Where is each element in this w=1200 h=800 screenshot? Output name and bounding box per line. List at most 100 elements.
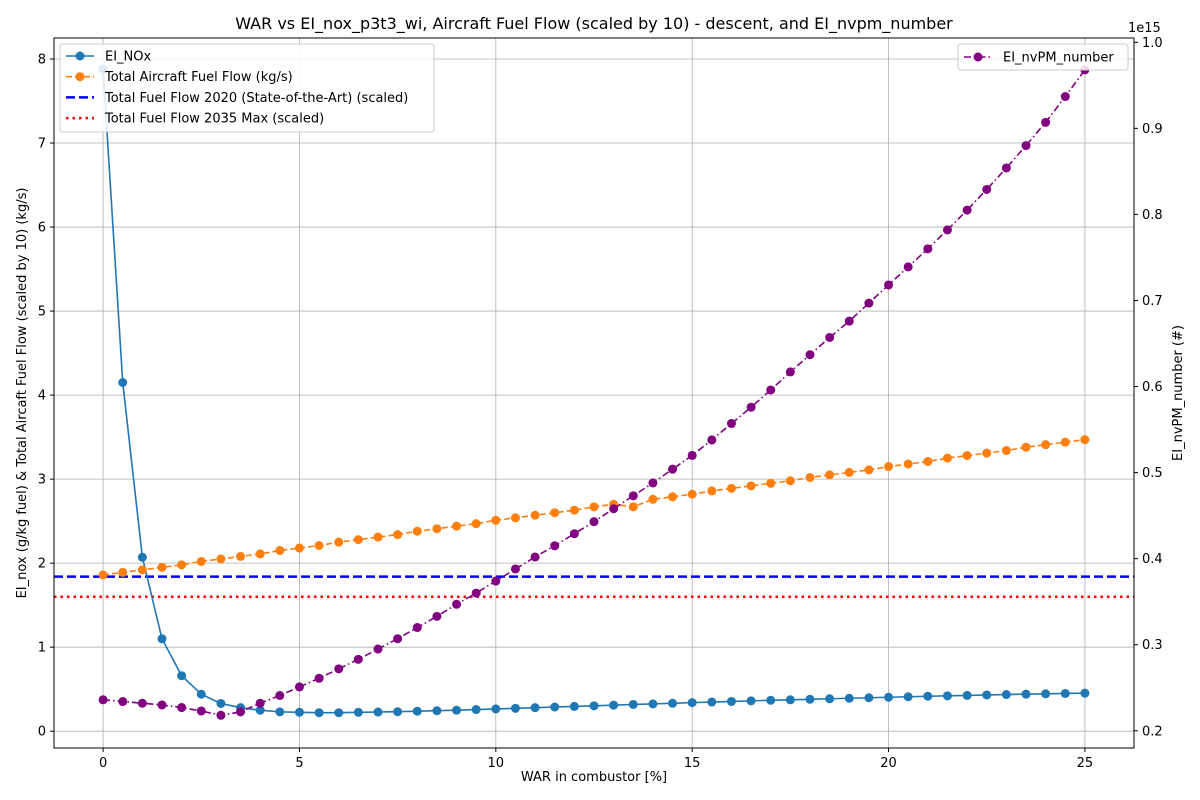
data-point (1021, 442, 1031, 452)
data-point (1041, 117, 1051, 127)
legend-left-box (59, 43, 435, 133)
data-point (412, 623, 422, 633)
y-right-tick-label: 0.6 (1142, 380, 1163, 395)
data-point (589, 502, 599, 512)
data-point (196, 556, 206, 566)
x-tick-label: 15 (684, 756, 701, 771)
data-point (118, 377, 128, 387)
data-point (373, 707, 383, 717)
data-point (373, 532, 383, 542)
data-point (255, 705, 265, 715)
legend-right: EI_nvPM_number (957, 43, 1129, 71)
plot-frame (53, 37, 1135, 749)
data-point (452, 521, 462, 531)
legend-right-box (957, 43, 1129, 71)
x-tick-label: 25 (1077, 756, 1094, 771)
data-point (98, 695, 108, 705)
data-point (668, 698, 678, 708)
data-point (648, 494, 658, 504)
data-point (1021, 689, 1031, 699)
data-point (216, 710, 226, 720)
data-point (648, 699, 658, 709)
y-right-tick-label: 0.4 (1142, 552, 1163, 567)
data-point (334, 708, 344, 718)
y-left-tick-label: 7 (38, 137, 46, 152)
data-point (726, 483, 736, 493)
data-point (942, 225, 952, 235)
data-point (275, 707, 285, 717)
y-axis-right-label: EI_nvPM_number (#) (1171, 325, 1186, 461)
data-point (844, 467, 854, 477)
data-point (491, 576, 501, 586)
y-right-tick-label: 0.8 (1142, 208, 1163, 223)
data-point (707, 435, 717, 445)
data-point (530, 703, 540, 713)
legend-marker (75, 72, 85, 82)
data-point (1080, 435, 1090, 445)
data-point (353, 535, 363, 545)
data-point (766, 478, 776, 488)
data-point (137, 552, 147, 562)
data-point (982, 690, 992, 700)
legend-label: Total Fuel Flow 2035 Max (scaled) (104, 112, 324, 127)
data-point (982, 448, 992, 458)
data-point (491, 515, 501, 525)
series-group (98, 64, 1090, 720)
y-left-tick-label: 4 (38, 389, 46, 404)
data-point (137, 698, 147, 708)
data-point (628, 491, 638, 501)
legend-label: Total Aircraft Fuel Flow (kg/s) (104, 70, 293, 85)
y-left-tick-label: 6 (38, 221, 46, 236)
data-point (1021, 141, 1031, 151)
series (98, 65, 1090, 720)
y-left-tick-label: 8 (38, 53, 46, 68)
data-point (864, 298, 874, 308)
data-point (864, 465, 874, 475)
data-point (294, 543, 304, 553)
data-point (726, 419, 736, 429)
data-point (550, 541, 560, 551)
data-point (844, 693, 854, 703)
data-point (962, 205, 972, 215)
data-point (530, 510, 540, 520)
data-point (236, 551, 246, 561)
data-point (314, 673, 324, 683)
y-axis-left-label: EI_nox (g/kg fuel) & Total Aircaft Fuel … (15, 188, 30, 599)
data-point (432, 611, 442, 621)
data-point (471, 705, 481, 715)
data-point (1001, 163, 1011, 173)
data-point (884, 692, 894, 702)
data-point (825, 694, 835, 704)
y-right-tick-label: 0.2 (1142, 724, 1163, 739)
data-point (844, 316, 854, 326)
y-right-tick-label: 1.0 (1142, 36, 1163, 51)
data-point (668, 492, 678, 502)
data-point (628, 699, 638, 709)
data-point (471, 588, 481, 598)
data-point (648, 478, 658, 488)
data-point (550, 508, 560, 518)
data-point (628, 502, 638, 512)
data-point (589, 701, 599, 711)
data-point (903, 262, 913, 272)
data-point (412, 706, 422, 716)
data-point (942, 691, 952, 701)
data-point (569, 505, 579, 515)
data-point (294, 682, 304, 692)
legend-label: EI_NOx (105, 50, 152, 65)
data-point (491, 704, 501, 714)
data-point (766, 385, 776, 395)
data-point (177, 703, 187, 713)
data-point (314, 541, 324, 551)
grid (54, 38, 1134, 748)
data-point (510, 513, 520, 523)
y-axis-right-multiplier: 1e15 (1128, 21, 1161, 36)
data-point (452, 599, 462, 609)
data-point (1001, 446, 1011, 456)
data-point (1041, 440, 1051, 450)
data-point (98, 570, 108, 580)
data-point (923, 456, 933, 466)
data-point (982, 184, 992, 194)
y-left-tick-label: 5 (38, 305, 46, 320)
data-point (609, 700, 619, 710)
